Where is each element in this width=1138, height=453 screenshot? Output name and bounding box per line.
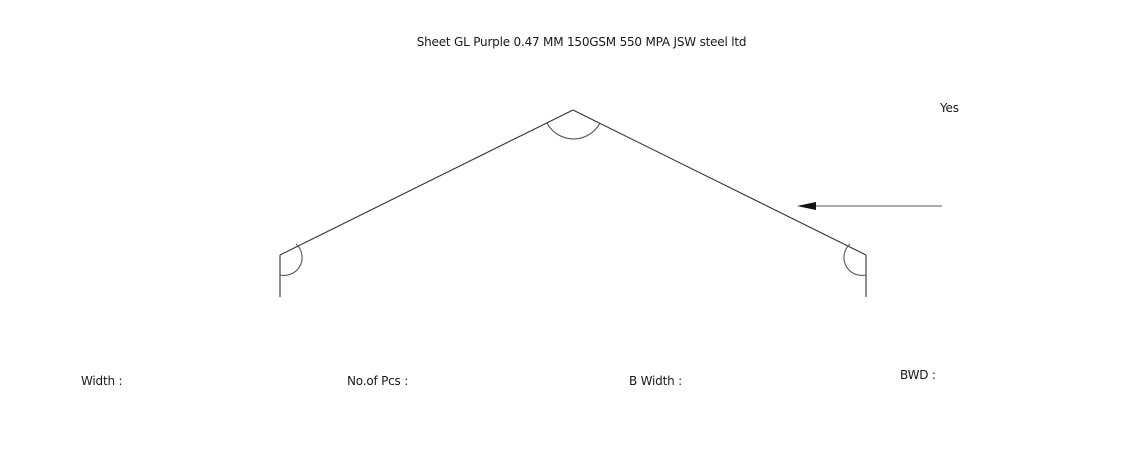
bwd-label: BWD :	[900, 368, 936, 382]
direction-arrow-head	[797, 202, 816, 210]
no-of-pcs-label: No.of Pcs :	[347, 374, 409, 388]
right-slope-line	[572, 109, 867, 256]
sheet-title: Sheet GL Purple 0.47 MM 150GSM 550 MPA J…	[416, 35, 747, 49]
b-width-label: B Width :	[629, 374, 682, 388]
right-angle-arc	[843, 243, 867, 276]
apex-angle-arc	[546, 122, 601, 140]
width-label: Width :	[81, 374, 123, 388]
direction-label: Yes	[940, 101, 959, 115]
left-angle-arc	[279, 243, 303, 276]
left-slope-line	[279, 109, 574, 256]
